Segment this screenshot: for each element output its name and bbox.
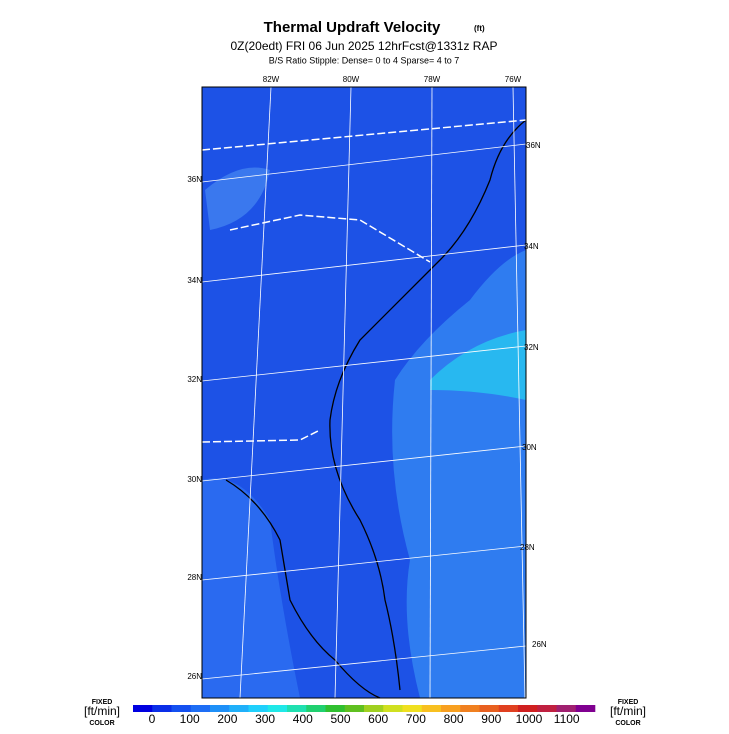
color-swatch bbox=[421, 705, 442, 712]
color-swatch bbox=[287, 705, 307, 712]
lat-label: 26N bbox=[532, 640, 547, 649]
color-swatch bbox=[460, 705, 480, 712]
colorbar-label: 0 bbox=[149, 712, 156, 726]
lat-label: 30N bbox=[187, 475, 202, 484]
color-swatch bbox=[383, 705, 403, 712]
colorbar: 0 100 200 300 400 500 600 700 800 900 1000 1100 FIXE… bbox=[84, 699, 646, 727]
lon-label: 78W bbox=[424, 75, 441, 84]
color-swatch bbox=[537, 705, 557, 712]
title: Thermal Updraft Velocity bbox=[264, 19, 441, 36]
color-swatch bbox=[306, 705, 326, 712]
color-swatch bbox=[190, 705, 211, 712]
lat-label: 36N bbox=[526, 141, 541, 150]
lon-label: 76W bbox=[505, 75, 522, 84]
color-swatch bbox=[441, 705, 461, 712]
color-swatch bbox=[152, 705, 172, 712]
color-swatch bbox=[325, 705, 346, 712]
colorbar-caption: [ft/min] bbox=[84, 704, 120, 718]
note: B/S Ratio Stipple: Dense= 0 to 4 Sparse=… bbox=[269, 55, 460, 65]
map-area bbox=[201, 86, 527, 699]
lat-label: 28N bbox=[520, 543, 535, 552]
color-swatch bbox=[210, 705, 230, 712]
lat-label: 36N bbox=[187, 175, 202, 184]
color-swatch bbox=[364, 705, 384, 712]
lon-label: 82W bbox=[263, 75, 280, 84]
colorbar-caption: [ft/min] bbox=[610, 704, 646, 718]
colorbar-label: 400 bbox=[293, 712, 313, 726]
lat-label: 30N bbox=[522, 443, 537, 452]
colorbar-caption: COLOR bbox=[89, 720, 114, 727]
lat-label: 34N bbox=[524, 242, 539, 251]
color-swatch bbox=[498, 705, 519, 712]
color-swatch bbox=[402, 705, 423, 712]
color-swatch bbox=[575, 705, 596, 712]
color-swatch bbox=[479, 705, 500, 712]
colorbar-label: 700 bbox=[406, 712, 426, 726]
lat-label: 32N bbox=[187, 375, 202, 384]
colorbar-caption: FIXED bbox=[618, 699, 639, 706]
title-unit: (ft) bbox=[474, 24, 485, 33]
colorbar-label: 1000 bbox=[516, 712, 543, 726]
lon-label: 80W bbox=[343, 75, 360, 84]
colorbar-caption: COLOR bbox=[615, 720, 640, 727]
color-swatch bbox=[229, 705, 249, 712]
subtitle: 0Z(20edt) FRI 06 Jun 2025 12hrFcst@1331z… bbox=[231, 39, 498, 53]
colorbar-label: 500 bbox=[330, 712, 350, 726]
colorbar-label: 600 bbox=[368, 712, 388, 726]
lat-label: 34N bbox=[187, 276, 202, 285]
color-swatch bbox=[171, 705, 192, 712]
colorbar-label: 100 bbox=[180, 712, 200, 726]
lat-label: 32N bbox=[524, 343, 539, 352]
colorbar-label: 300 bbox=[255, 712, 275, 726]
color-swatch bbox=[248, 705, 269, 712]
color-swatch bbox=[344, 705, 365, 712]
colorbar-caption: FIXED bbox=[92, 699, 113, 706]
colorbar-label: 200 bbox=[217, 712, 237, 726]
color-swatch bbox=[556, 705, 577, 712]
colorbar-label: 1100 bbox=[554, 712, 580, 726]
lat-label: 26N bbox=[187, 672, 202, 681]
color-swatch bbox=[267, 705, 288, 712]
map-labels: 82W 80W 78W 76W 36N 34N 32N 30N 28N 26N 36N 34N 32N 3… bbox=[187, 75, 547, 681]
lat-label: 28N bbox=[187, 573, 202, 582]
color-swatch bbox=[518, 705, 538, 712]
colorbar-label: 800 bbox=[444, 712, 464, 726]
color-swatch bbox=[133, 705, 153, 712]
colorbar-label: 900 bbox=[481, 712, 501, 726]
